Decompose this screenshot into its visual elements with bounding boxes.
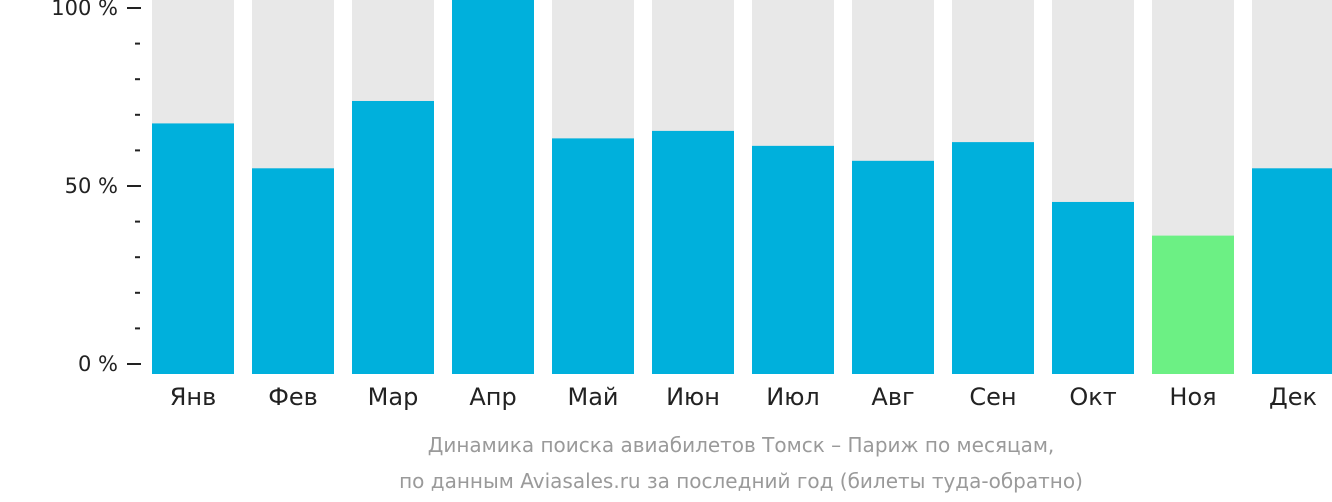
bar [452, 0, 534, 374]
chart-caption-line-1: Динамика поиска авиабилетов Томск – Пари… [428, 433, 1055, 457]
bar [1252, 168, 1332, 374]
bar [1052, 201, 1134, 374]
y-axis: 0 % 50 % 100 % [51, 0, 141, 376]
bar [552, 138, 634, 374]
bar [152, 123, 234, 374]
bars [152, 0, 1332, 374]
x-category-label: Апр [469, 383, 516, 411]
x-category-label: Июл [766, 383, 820, 411]
bar [752, 145, 834, 374]
x-category-label: Окт [1069, 383, 1116, 411]
x-category-label: Сен [969, 383, 1016, 411]
category-labels: Янв Фев Мар Апр Май Июн Июл Авг Сен Окт Ноя Дек [170, 383, 1317, 411]
chart-caption-line-2: по данным Aviasales.ru за последний год … [399, 469, 1083, 493]
bar [1152, 235, 1234, 374]
bar [352, 100, 434, 374]
bar [952, 142, 1034, 374]
x-category-label: Май [567, 383, 618, 411]
y-tick-label: 0 % [78, 352, 118, 376]
bar [252, 168, 334, 374]
x-category-label: Фев [268, 383, 318, 411]
x-category-label: Авг [871, 383, 914, 411]
x-category-label: Июн [666, 383, 720, 411]
x-category-label: Янв [170, 383, 217, 411]
x-category-label: Дек [1269, 383, 1317, 411]
y-tick-label: 50 % [65, 174, 118, 198]
y-tick-label: 100 % [51, 0, 118, 20]
x-category-label: Мар [368, 383, 419, 411]
bar [852, 160, 934, 374]
x-category-label: Ноя [1169, 383, 1216, 411]
bar [652, 130, 734, 374]
